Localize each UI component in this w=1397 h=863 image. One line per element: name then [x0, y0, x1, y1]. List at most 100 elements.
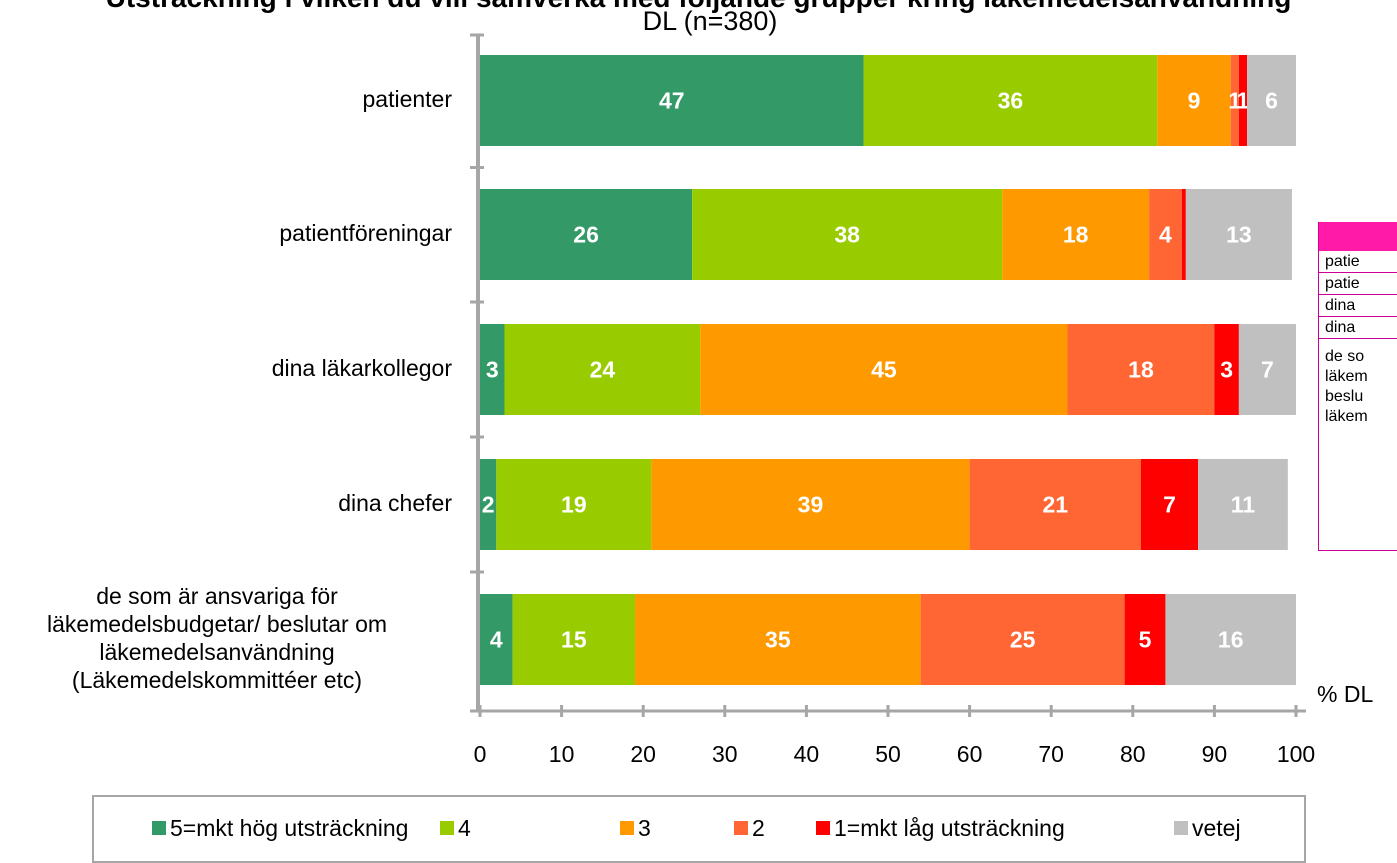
data-label: 26	[573, 222, 599, 248]
data-label: 3	[1220, 357, 1233, 383]
data-label: 24	[590, 357, 616, 383]
x-tick-label: 0	[474, 741, 487, 767]
data-label: 15	[561, 627, 587, 653]
category-label-line: läkemedelsanvändning	[99, 638, 335, 665]
legend-swatch	[1174, 821, 1188, 835]
bar-segment	[480, 459, 497, 550]
data-label: 9	[1188, 88, 1201, 114]
bar-segment	[863, 55, 1158, 146]
data-label: 3	[486, 357, 499, 383]
bar-segment	[512, 594, 636, 685]
x-tick-label: 30	[712, 741, 738, 767]
category-label: dina läkarkollegor	[0, 354, 452, 382]
legend-swatch	[734, 821, 748, 835]
bar-segment	[496, 459, 652, 550]
legend-label: vetej	[1192, 815, 1241, 841]
side-table-row: dina	[1319, 295, 1397, 317]
bar-segment	[480, 189, 693, 280]
legend-label: 1=mkt låg utsträckning	[834, 815, 1065, 841]
data-label: 16	[1218, 627, 1244, 653]
x-tick-label: 40	[794, 741, 820, 767]
category-label: patienter	[0, 85, 452, 113]
data-label: 4	[1159, 222, 1172, 248]
x-axis-unit-label: % DL	[1317, 681, 1374, 707]
side-table-row: patie	[1319, 273, 1397, 295]
bar-segment	[480, 594, 513, 685]
legend-item: 1=mkt låg utsträckning	[816, 815, 1065, 842]
bar-segment	[1185, 189, 1292, 280]
data-label: 2	[482, 492, 495, 518]
x-tick-label: 70	[1038, 741, 1064, 767]
bar-segment	[920, 594, 1125, 685]
data-label: 38	[834, 222, 860, 248]
data-label: 1	[1228, 88, 1241, 114]
bar-segment	[1140, 459, 1199, 550]
data-label: 47	[659, 88, 685, 114]
bar-segment	[969, 459, 1141, 550]
legend-label: 4	[458, 815, 471, 841]
category-label-line: läkemedelsbudgetar/ beslutar om	[46, 610, 388, 637]
category-label-line: de som är ansvariga för	[96, 582, 338, 609]
legend-item: vetej	[1174, 815, 1241, 842]
bar-segment	[700, 324, 1068, 415]
data-label: 19	[561, 492, 587, 518]
data-label: 7	[1163, 492, 1176, 518]
bar-segment	[635, 594, 921, 685]
legend-label: 2	[752, 815, 765, 841]
x-tick-label: 10	[549, 741, 575, 767]
x-tick-label: 80	[1120, 741, 1146, 767]
side-table-partial: patie patie dina dina de so läkem beslu …	[1318, 222, 1397, 551]
data-label: 18	[1128, 357, 1154, 383]
category-label-line: (Läkemedelskommittéer etc)	[71, 666, 363, 693]
category-label: de som är ansvariga för läkemedelsbudgeta…	[0, 582, 452, 694]
legend-swatch	[816, 821, 830, 835]
x-tick-label: 100	[1277, 741, 1315, 767]
bar-segment	[480, 55, 864, 146]
legend-swatch	[440, 821, 454, 835]
side-table-row-multiline: de so läkem beslu läkem	[1325, 348, 1368, 425]
data-label: 25	[1010, 627, 1036, 653]
bar-segment	[1238, 55, 1248, 146]
data-label: 4	[490, 627, 503, 653]
bar-segment	[480, 324, 505, 415]
data-label: 35	[765, 627, 791, 653]
x-tick-label: 60	[957, 741, 983, 767]
bar-segment	[651, 459, 970, 550]
category-label-line: patienter	[362, 85, 452, 112]
bar-segment	[1149, 189, 1182, 280]
bar-segment	[1067, 324, 1215, 415]
side-table-row: dina	[1319, 317, 1397, 339]
data-label: 7	[1261, 357, 1274, 383]
category-label-line: dina läkarkollegor	[271, 354, 452, 381]
x-tick-label: 90	[1202, 741, 1228, 767]
data-label: 18	[1063, 222, 1089, 248]
data-label: 36	[998, 88, 1024, 114]
legend-swatch	[620, 821, 634, 835]
side-table-row: patie	[1319, 251, 1397, 273]
data-label: 6	[1265, 88, 1278, 114]
legend-item: 4	[440, 815, 471, 842]
category-label-line: patientföreningar	[279, 219, 452, 246]
chart-legend: 5=mkt hög utsträckning 4 3 2 1=mkt låg utstr…	[92, 795, 1306, 863]
bar-segment	[1214, 324, 1239, 415]
bar-segment	[1238, 324, 1296, 415]
x-tick-label: 20	[630, 741, 656, 767]
bar-segment	[1247, 55, 1296, 146]
bar-segment	[1165, 594, 1296, 685]
bar-segment	[504, 324, 701, 415]
data-label: 5	[1139, 627, 1152, 653]
data-label: 21	[1042, 492, 1068, 518]
data-label: 11	[1231, 492, 1256, 518]
data-label: 39	[798, 492, 824, 518]
category-label-line: dina chefer	[338, 489, 452, 516]
legend-item: 3	[620, 815, 651, 842]
bar-segment	[1198, 459, 1288, 550]
bar-segment	[1002, 189, 1150, 280]
legend-item: 2	[734, 815, 765, 842]
x-tick-label: 50	[875, 741, 901, 767]
legend-item: 5=mkt hög utsträckning	[152, 815, 408, 842]
bar-segment	[1230, 55, 1239, 146]
chart-title-line2: DL (n=380)	[642, 6, 778, 36]
bar-segment	[1124, 594, 1166, 685]
